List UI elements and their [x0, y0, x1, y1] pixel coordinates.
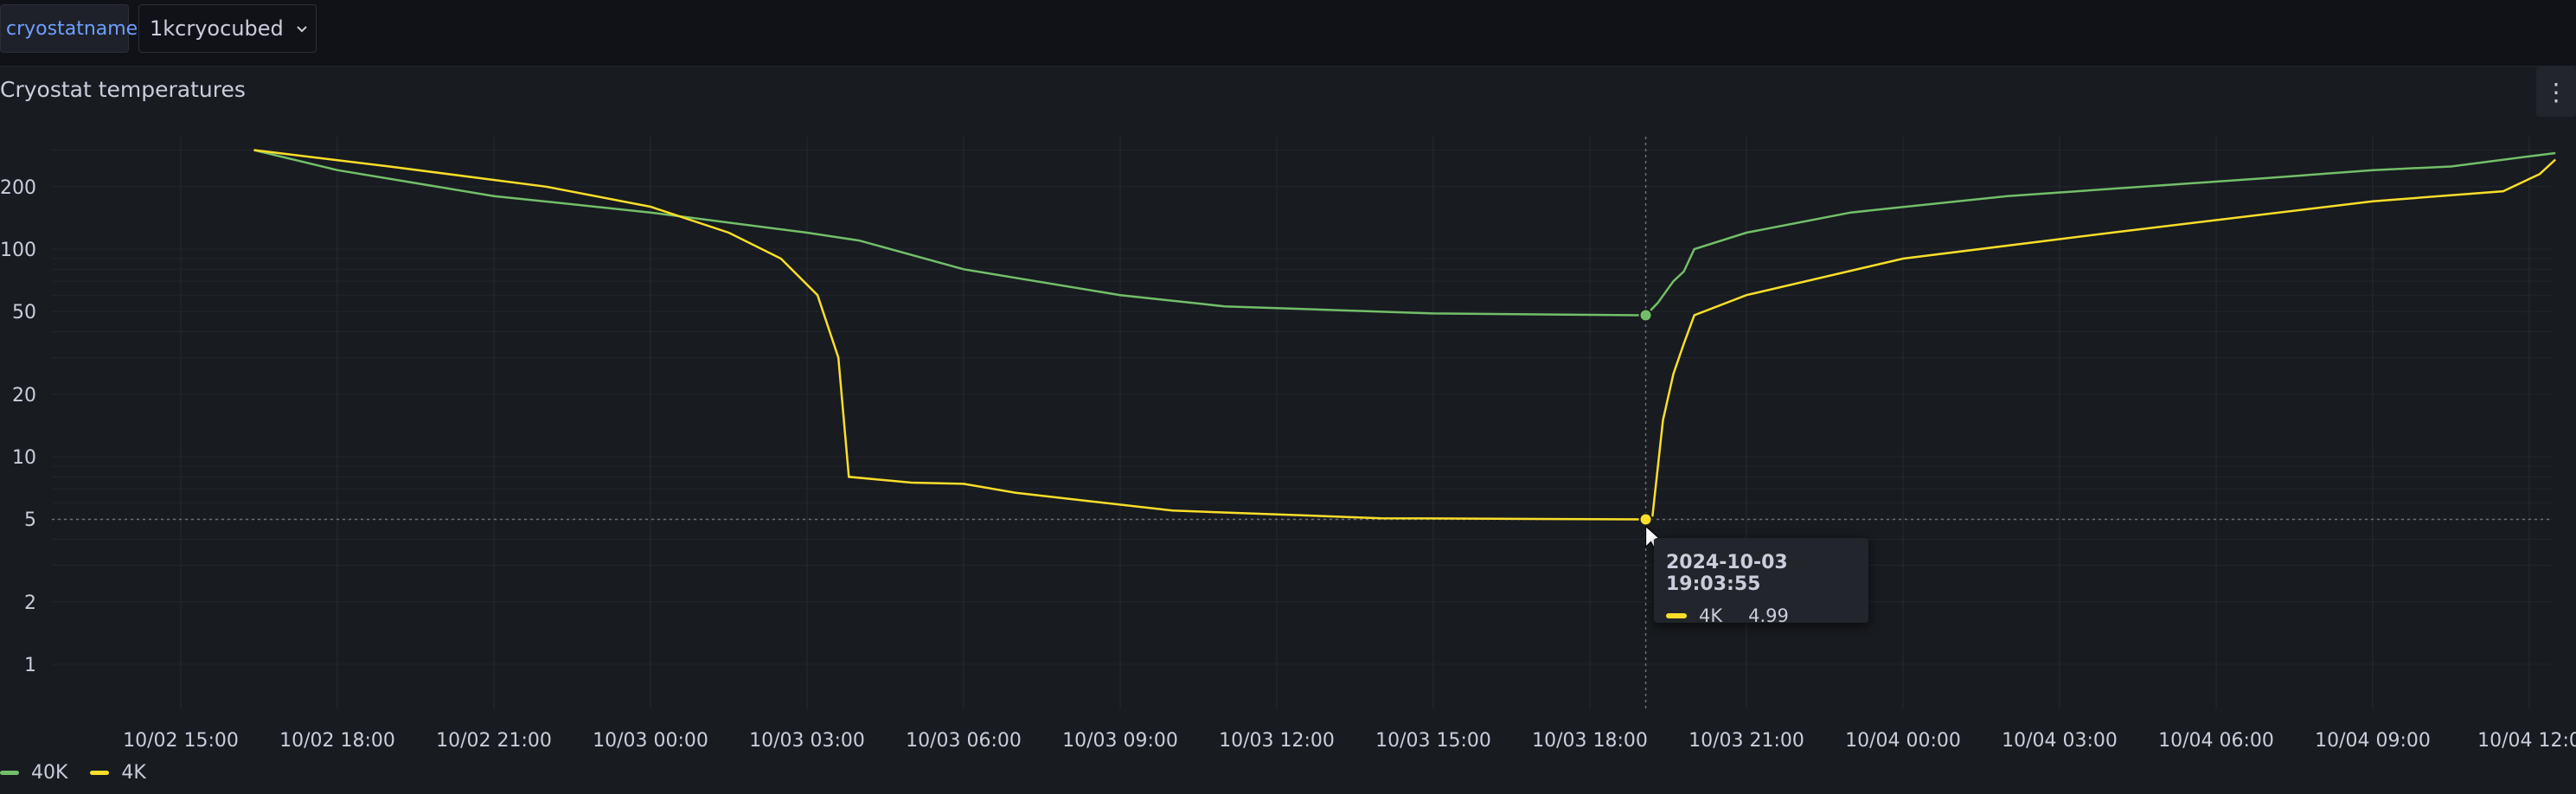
x-tick-label: 10/03 15:00 — [1375, 730, 1491, 752]
y-tick-label: 2 — [24, 592, 36, 614]
chevron-down-icon — [296, 21, 308, 37]
x-tick-label: 10/04 09:00 — [2315, 730, 2431, 752]
legend-label: 40K — [31, 761, 68, 784]
x-tick-label: 10/02 15:00 — [123, 730, 239, 752]
x-tick-label: 10/04 03:00 — [2002, 730, 2118, 752]
tooltip-series: 4K — [1699, 605, 1723, 626]
legend: 40K 4K — [0, 759, 160, 785]
hover-point-40k — [1638, 308, 1653, 323]
top-bar: cryostatname 1kcryocubed — [0, 0, 2576, 62]
x-tick-label: 10/03 18:00 — [1532, 730, 1648, 752]
x-tick-label: 10/04 06:00 — [2158, 730, 2274, 752]
x-tick-label: 10/03 12:00 — [1219, 730, 1335, 752]
panel-title: Cryostat temperatures — [0, 77, 246, 102]
tooltip-swatch — [1666, 613, 1687, 618]
legend-label: 4K — [121, 761, 146, 784]
x-tick-label: 10/04 00:00 — [1845, 730, 1961, 752]
variable-value: 1kcryocubed — [150, 16, 284, 41]
x-tick-label: 10/04 12:0 — [2477, 730, 2576, 752]
tooltip-time: 2024-10-03 19:03:55 — [1666, 552, 1788, 595]
series-line-4k — [253, 149, 2557, 521]
hover-point-4k — [1638, 512, 1653, 527]
x-tick-label: 10/03 00:00 — [593, 730, 708, 752]
y-tick-label: 20 — [12, 385, 36, 407]
legend-swatch — [90, 770, 110, 775]
y-tick-label: 1 — [24, 655, 36, 676]
kebab-menu-icon[interactable]: ⋮ — [2536, 67, 2576, 117]
series-line-40k — [253, 149, 2556, 317]
y-tick-label: 10 — [12, 447, 36, 469]
x-tick-label: 10/03 21:00 — [1688, 730, 1804, 752]
y-tick-label: 200 — [0, 177, 36, 199]
tooltip-value: 4.99 — [1748, 605, 1789, 626]
y-tick-label: 100 — [0, 240, 36, 261]
x-tick-label: 10/02 21:00 — [436, 730, 552, 752]
variable-label: cryostatname — [0, 4, 138, 53]
legend-item-40k[interactable]: 40K — [0, 762, 67, 784]
y-tick-label: 50 — [12, 302, 36, 323]
x-tick-label: 10/03 09:00 — [1062, 730, 1178, 752]
legend-item-4k[interactable]: 4K — [90, 761, 146, 784]
x-tick-label: 10/03 03:00 — [749, 730, 865, 752]
y-tick-label: 5 — [24, 509, 36, 531]
x-tick-label: 10/03 06:00 — [906, 730, 1022, 752]
variable-select[interactable]: 1kcryocubed — [138, 4, 317, 53]
legend-swatch — [0, 770, 19, 775]
x-tick-label: 10/02 18:00 — [279, 730, 395, 752]
tooltip-row: 4K 4.99 — [1666, 605, 1856, 626]
tooltip: 2024-10-03 19:03:55 4K 4.99 — [1654, 538, 1868, 626]
